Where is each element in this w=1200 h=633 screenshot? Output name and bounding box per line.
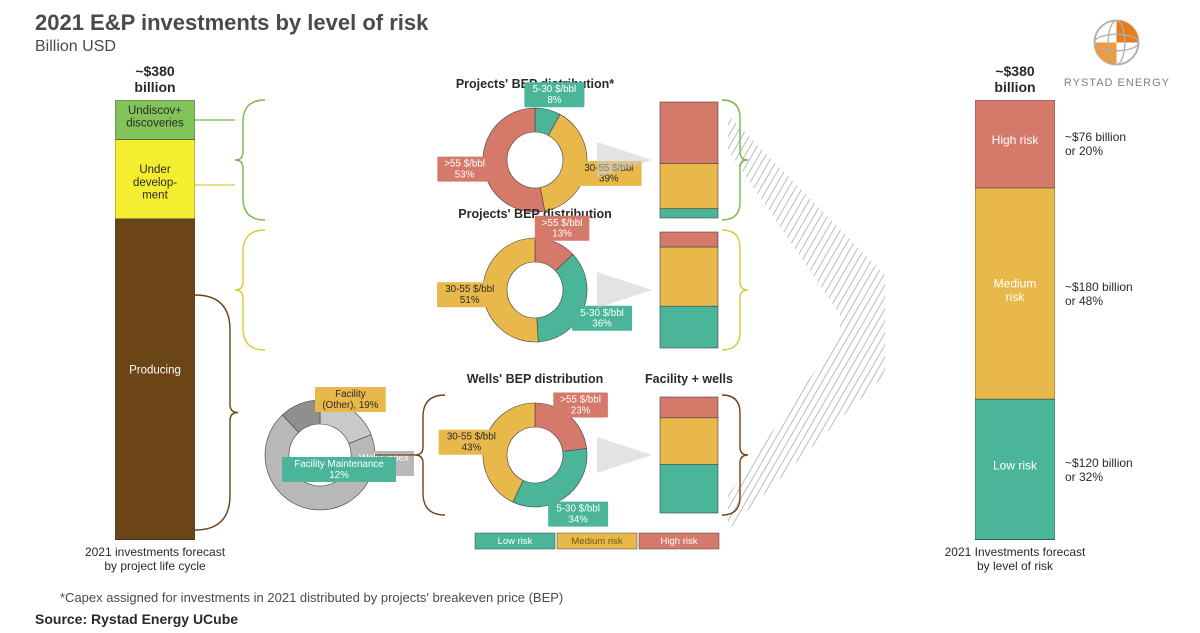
left-bar-total: ~$380: [115, 63, 195, 79]
logo-text: RYSTAD ENERGY: [1064, 77, 1170, 89]
right-bar-caption: 2021 Investments forecastby level of ris…: [935, 545, 1095, 573]
left-bar-total-sub: billion: [115, 79, 195, 95]
logo: RYSTAD ENERGY: [1064, 15, 1170, 89]
source-line: Source: Rystad Energy UCube: [35, 611, 238, 627]
middle-flow: Facility(Other), 19%Well Capex69%Facilit…: [195, 75, 895, 555]
svg-text:Low risk: Low risk: [993, 459, 1038, 473]
right-bar-total: ~$380: [975, 63, 1055, 79]
svg-text:Wells' BEP distribution: Wells' BEP distribution: [467, 372, 604, 386]
chart-subtitle: Billion USD: [35, 38, 116, 56]
left-bar: Undiscov+discoveriesUnderdevelop-mentPro…: [115, 100, 195, 540]
svg-text:Medium risk: Medium risk: [571, 536, 622, 547]
right-bar-total-sub: billion: [975, 79, 1055, 95]
globe-icon: [1089, 15, 1144, 70]
risk-annotation: ~$120 billionor 32%: [1065, 456, 1133, 485]
left-bar-group: ~$380 billion: [115, 63, 195, 95]
svg-text:Facility + wells: Facility + wells: [645, 372, 733, 386]
footnote: *Capex assigned for investments in 2021 …: [60, 590, 563, 605]
svg-text:Low risk: Low risk: [498, 536, 533, 547]
svg-text:High risk: High risk: [661, 536, 698, 547]
risk-annotation: ~$76 billionor 20%: [1065, 130, 1126, 159]
right-bar-group: ~$380 billion: [975, 63, 1055, 95]
chart-title: 2021 E&P investments by level of risk: [35, 10, 428, 36]
right-bar: High riskMediumriskLow risk: [975, 100, 1055, 540]
svg-text:Undiscov+discoveries: Undiscov+discoveries: [126, 105, 184, 130]
svg-text:Producing: Producing: [129, 364, 181, 376]
risk-annotation: ~$180 billionor 48%: [1065, 280, 1133, 309]
svg-text:High risk: High risk: [992, 133, 1040, 147]
